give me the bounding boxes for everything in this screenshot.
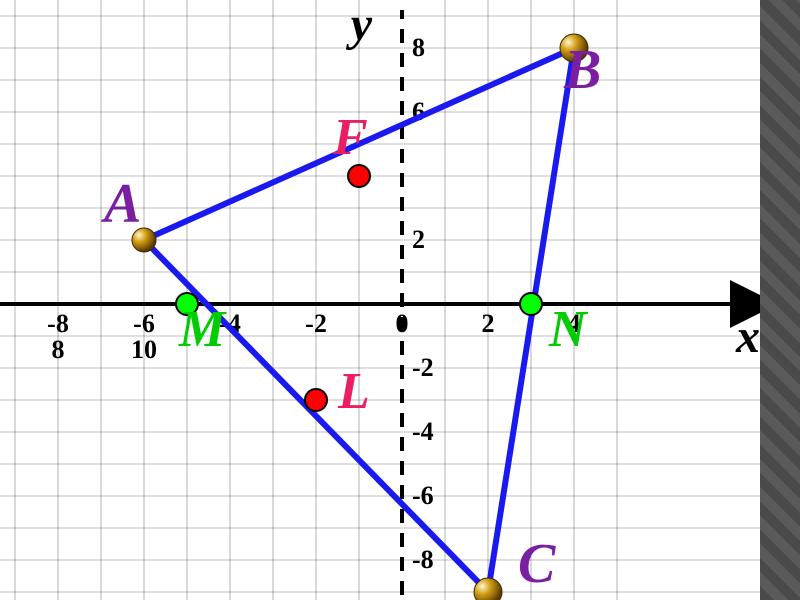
point-label-M: M	[178, 301, 227, 358]
decorative-right-border	[760, 0, 800, 600]
point-label-N: N	[548, 301, 589, 358]
coordinate-chart: -10-8-6-4-20246810862-2-4-6-8xyABCFLMN	[0, 0, 800, 600]
x-tick: -2	[305, 309, 327, 338]
y-tick: -8	[412, 545, 434, 574]
vertex-label-B: B	[563, 39, 601, 101]
vertex-label-C: C	[518, 533, 556, 595]
point-label-F: F	[332, 109, 368, 166]
x-tick: -6	[133, 309, 155, 338]
y-tick: -6	[412, 481, 434, 510]
x-tick: -8	[47, 309, 69, 338]
y-tick: 2	[412, 225, 425, 254]
vertex-label-A: A	[101, 173, 141, 235]
y-tick: 8	[412, 33, 425, 62]
y-tick: -4	[412, 417, 434, 446]
x-tick-secondary: 10	[131, 335, 157, 364]
point-L	[305, 389, 327, 411]
x-axis-label: x	[735, 310, 760, 363]
point-label-L: L	[337, 363, 370, 420]
x-tick: 2	[482, 309, 495, 338]
y-axis-label: y	[346, 0, 373, 51]
chart-container: -10-8-6-4-20246810862-2-4-6-8xyABCFLMN	[0, 0, 800, 600]
point-N	[520, 293, 542, 315]
x-tick-secondary: 8	[52, 335, 65, 364]
point-F	[348, 165, 370, 187]
x-tick: 0	[396, 309, 409, 338]
y-tick: -2	[412, 353, 434, 382]
